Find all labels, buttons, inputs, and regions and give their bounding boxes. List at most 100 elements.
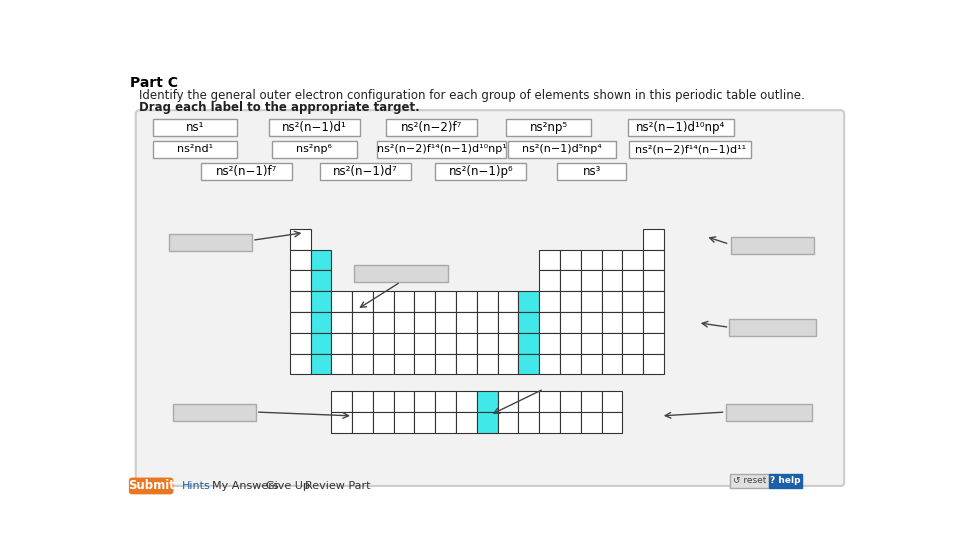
Text: Hints: Hints bbox=[182, 481, 210, 491]
Text: ns²np⁶: ns²np⁶ bbox=[296, 144, 333, 154]
Bar bbox=[643, 312, 664, 333]
Bar bbox=[352, 391, 373, 412]
Bar bbox=[456, 412, 477, 433]
Text: ns²(n−1)f⁷: ns²(n−1)f⁷ bbox=[216, 164, 277, 178]
Text: ns²(n−2)f¹⁴(n−1)d¹⁰np¹: ns²(n−2)f¹⁴(n−1)d¹⁰np¹ bbox=[377, 144, 507, 154]
Bar bbox=[373, 333, 394, 353]
Text: ns²(n−1)d⁵np⁴: ns²(n−1)d⁵np⁴ bbox=[523, 144, 602, 154]
Bar bbox=[435, 163, 526, 179]
Bar bbox=[601, 353, 622, 375]
Bar bbox=[622, 353, 643, 375]
Bar bbox=[352, 412, 373, 433]
Bar bbox=[386, 120, 477, 136]
Bar bbox=[726, 404, 812, 420]
Bar bbox=[539, 291, 560, 312]
Bar bbox=[311, 333, 332, 353]
Bar bbox=[477, 353, 498, 375]
Bar bbox=[539, 353, 560, 375]
Bar bbox=[518, 312, 539, 333]
Text: ns²(n−1)d¹⁰np⁴: ns²(n−1)d¹⁰np⁴ bbox=[637, 121, 726, 134]
Bar bbox=[539, 249, 560, 271]
Bar bbox=[435, 291, 456, 312]
Bar bbox=[498, 312, 518, 333]
Bar bbox=[498, 291, 518, 312]
Text: ↺ reset: ↺ reset bbox=[732, 476, 766, 485]
Bar bbox=[731, 237, 815, 254]
Bar bbox=[373, 391, 394, 412]
Bar bbox=[290, 353, 311, 375]
Bar bbox=[581, 249, 601, 271]
Bar bbox=[601, 312, 622, 333]
Bar bbox=[456, 391, 477, 412]
Bar bbox=[352, 353, 373, 375]
Bar bbox=[581, 353, 601, 375]
Bar bbox=[539, 412, 560, 433]
Bar bbox=[290, 249, 311, 271]
Bar bbox=[622, 333, 643, 353]
FancyBboxPatch shape bbox=[130, 479, 173, 494]
Bar bbox=[643, 249, 664, 271]
Bar bbox=[435, 312, 456, 333]
Bar bbox=[643, 353, 664, 375]
Bar bbox=[560, 412, 581, 433]
Bar bbox=[173, 404, 256, 420]
Text: Identify the general outer electron configuration for each group of elements sho: Identify the general outer electron conf… bbox=[139, 89, 805, 102]
Text: Give Up: Give Up bbox=[266, 481, 310, 491]
Bar bbox=[394, 291, 415, 312]
Bar bbox=[498, 333, 518, 353]
Bar bbox=[560, 391, 581, 412]
Bar bbox=[581, 412, 601, 433]
Bar bbox=[601, 271, 622, 291]
Bar bbox=[456, 291, 477, 312]
Bar bbox=[560, 353, 581, 375]
Bar bbox=[560, 271, 581, 291]
Text: ns²(n−2)f⁷: ns²(n−2)f⁷ bbox=[401, 121, 462, 134]
Bar bbox=[394, 333, 415, 353]
Text: ns²(n−1)d⁷: ns²(n−1)d⁷ bbox=[333, 164, 398, 178]
Bar bbox=[435, 353, 456, 375]
Bar bbox=[290, 229, 311, 249]
Bar bbox=[518, 333, 539, 353]
Bar bbox=[560, 312, 581, 333]
Bar bbox=[498, 412, 518, 433]
Bar bbox=[518, 391, 539, 412]
Bar bbox=[643, 333, 664, 353]
Bar bbox=[290, 312, 311, 333]
Bar bbox=[153, 120, 237, 136]
Bar bbox=[373, 412, 394, 433]
Text: Submit: Submit bbox=[128, 480, 175, 492]
Text: ns²(n−2)f¹⁴(n−1)d¹¹: ns²(n−2)f¹⁴(n−1)d¹¹ bbox=[635, 144, 746, 154]
Bar bbox=[354, 265, 447, 282]
Text: ns²(n−1)d¹: ns²(n−1)d¹ bbox=[282, 121, 347, 134]
Bar bbox=[415, 391, 435, 412]
Bar bbox=[498, 391, 518, 412]
Bar bbox=[377, 141, 506, 158]
Bar bbox=[560, 291, 581, 312]
Bar bbox=[290, 271, 311, 291]
Bar bbox=[332, 291, 352, 312]
Bar bbox=[201, 163, 293, 179]
Text: Drag each label to the appropriate target.: Drag each label to the appropriate targe… bbox=[139, 101, 420, 114]
Bar bbox=[601, 412, 622, 433]
Bar bbox=[518, 291, 539, 312]
Bar bbox=[581, 291, 601, 312]
Bar bbox=[332, 391, 352, 412]
Bar bbox=[509, 141, 617, 158]
Text: Part C: Part C bbox=[130, 77, 178, 91]
Bar bbox=[477, 391, 498, 412]
Bar bbox=[506, 120, 591, 136]
Bar bbox=[729, 319, 815, 336]
Bar bbox=[311, 249, 332, 271]
Bar bbox=[415, 333, 435, 353]
Bar bbox=[601, 291, 622, 312]
Bar bbox=[332, 412, 352, 433]
Bar bbox=[435, 412, 456, 433]
Text: Review Part: Review Part bbox=[306, 481, 371, 491]
Bar bbox=[560, 333, 581, 353]
Bar bbox=[629, 141, 751, 158]
Bar bbox=[601, 249, 622, 271]
Bar bbox=[581, 312, 601, 333]
Bar bbox=[319, 163, 411, 179]
Bar bbox=[560, 249, 581, 271]
Bar bbox=[332, 333, 352, 353]
